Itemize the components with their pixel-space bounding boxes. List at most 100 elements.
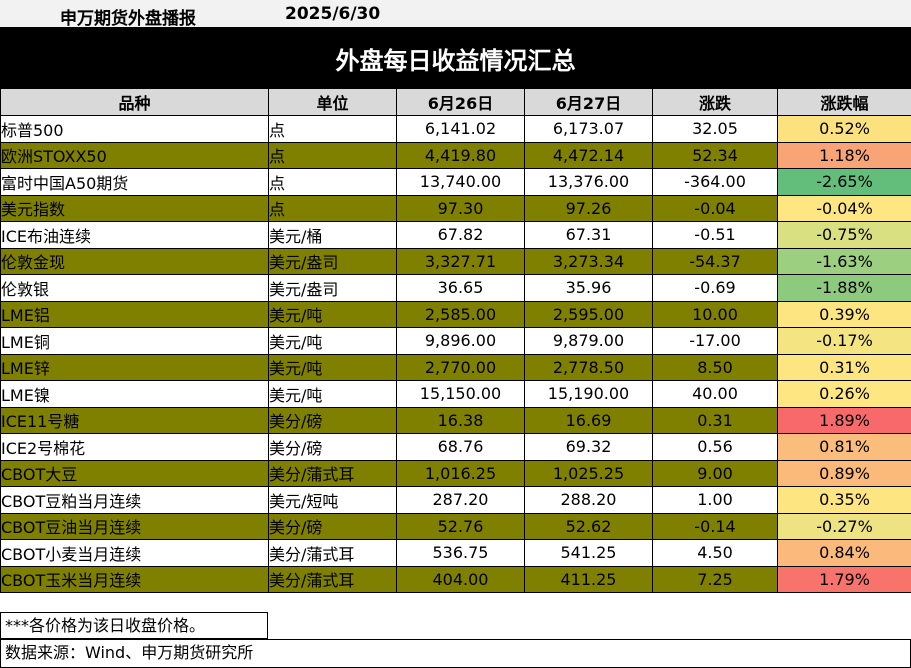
cell-name: CBOT大豆 <box>0 459 269 487</box>
cell-change-pct: -0.75% <box>777 221 911 249</box>
table-row: CBOT豆粕当月连续 美元/短吨 287.20 288.20 1.00 0.35% <box>0 486 911 514</box>
cell-day2: 13,376.00 <box>524 168 653 196</box>
cell-day1: 287.20 <box>396 486 525 514</box>
cell-change: 32.05 <box>652 115 778 143</box>
cell-unit: 美元/桶 <box>268 221 397 249</box>
table-row: CBOT豆油当月连续 美分/磅 52.76 52.62 -0.14 -0.27% <box>0 512 911 540</box>
cell-change: 40.00 <box>652 380 778 408</box>
cell-day1: 4,419.80 <box>396 141 525 169</box>
report-date: 2025/6/30 <box>285 4 381 24</box>
table-row: 标普500 点 6,141.02 6,173.07 32.05 0.52% <box>0 115 911 143</box>
cell-change-pct: 1.18% <box>777 141 911 169</box>
cell-day2: 15,190.00 <box>524 380 653 408</box>
table-header-row: 品种 单位 6月26日 6月27日 涨跌 涨跌幅 <box>0 88 911 116</box>
cell-day1: 52.76 <box>396 512 525 540</box>
cell-change-pct: 0.39% <box>777 300 911 328</box>
table-row: LME锌 美元/吨 2,770.00 2,778.50 8.50 0.31% <box>0 353 911 381</box>
cell-change-pct: 0.52% <box>777 115 911 143</box>
cell-day2: 9,879.00 <box>524 327 653 355</box>
cell-change-pct: 0.26% <box>777 380 911 408</box>
cell-unit: 美元/吨 <box>268 327 397 355</box>
data-source: 数据来源：Wind、申万期货研究所 <box>0 639 911 668</box>
cell-unit: 美分/磅 <box>268 433 397 461</box>
cell-change: 0.56 <box>652 433 778 461</box>
cell-day1: 2,585.00 <box>396 300 525 328</box>
cell-name: LME锌 <box>0 353 269 381</box>
table-row: 伦敦金现 美元/盎司 3,327.71 3,273.34 -54.37 -1.63% <box>0 247 911 275</box>
cell-unit: 美分/蒲式耳 <box>268 539 397 567</box>
cell-change-pct: 0.84% <box>777 539 911 567</box>
cell-day1: 1,016.25 <box>396 459 525 487</box>
cell-day2: 288.20 <box>524 486 653 514</box>
cell-day2: 67.31 <box>524 221 653 249</box>
table-row: CBOT玉米当月连续 美分/蒲式耳 404.00 411.25 7.25 1.79% <box>0 565 911 593</box>
cell-day2: 6,173.07 <box>524 115 653 143</box>
cell-day2: 2,595.00 <box>524 300 653 328</box>
cell-day1: 67.82 <box>396 221 525 249</box>
cell-name: 欧洲STOXX50 <box>0 141 269 169</box>
cell-day2: 3,273.34 <box>524 247 653 275</box>
cell-change: -17.00 <box>652 327 778 355</box>
cell-change: -54.37 <box>652 247 778 275</box>
cell-change: -0.69 <box>652 274 778 302</box>
table-row: LME镍 美元/吨 15,150.00 15,190.00 40.00 0.26% <box>0 380 911 408</box>
cell-day2: 97.26 <box>524 194 653 222</box>
cell-unit: 美元/盎司 <box>268 247 397 275</box>
cell-change-pct: 0.89% <box>777 459 911 487</box>
table-row: 美元指数点 97.30 97.26 -0.04 -0.04% <box>0 194 911 222</box>
cell-name: LME镍 <box>0 380 269 408</box>
cell-unit: 美元/吨 <box>268 353 397 381</box>
cell-unit: 美元/短吨 <box>268 486 397 514</box>
report-header: 申万期货外盘播报 2025/6/30 <box>0 0 911 29</box>
cell-name: 伦敦金现 <box>0 247 269 275</box>
cell-name: CBOT小麦当月连续 <box>0 539 269 567</box>
cell-change-pct: -1.88% <box>777 274 911 302</box>
footnote: ***各价格为该日收盘价格。 <box>0 612 268 639</box>
cell-day1: 3,327.71 <box>396 247 525 275</box>
banner-title: 外盘每日收益情况汇总 <box>335 46 576 75</box>
cell-day1: 9,896.00 <box>396 327 525 355</box>
cell-day1: 6,141.02 <box>396 115 525 143</box>
cell-change-pct: -1.63% <box>777 247 911 275</box>
table-body: 标普500 点 6,141.02 6,173.07 32.05 0.52% 欧洲STOXX5… <box>0 115 911 593</box>
cell-change: -0.04 <box>652 194 778 222</box>
col-header-day2: 6月27日 <box>524 88 653 116</box>
cell-change-pct: -0.04% <box>777 194 911 222</box>
cell-day2: 1,025.25 <box>524 459 653 487</box>
table-row: 欧洲STOXX50 点 4,419.80 4,472.14 52.34 1.18% <box>0 141 911 169</box>
cell-name: LME铜 <box>0 327 269 355</box>
cell-name: CBOT玉米当月连续 <box>0 565 269 593</box>
cell-change: 8.50 <box>652 353 778 381</box>
cell-unit: 美分/蒲式耳 <box>268 565 397 593</box>
table-row: ICE11号糖 美分/磅 16.38 16.69 0.31 1.89% <box>0 406 911 434</box>
cell-unit: 美元/盎司 <box>268 274 397 302</box>
cell-name: ICE11号糖 <box>0 406 269 434</box>
cell-change-pct: 0.81% <box>777 433 911 461</box>
cell-unit: 美元/吨 <box>268 300 397 328</box>
cell-change-pct: -0.27% <box>777 512 911 540</box>
cell-day1: 16.38 <box>396 406 525 434</box>
cell-change-pct: 0.35% <box>777 486 911 514</box>
cell-day1: 536.75 <box>396 539 525 567</box>
cell-day2: 16.69 <box>524 406 653 434</box>
col-header-day1: 6月26日 <box>396 88 525 116</box>
cell-change: 9.00 <box>652 459 778 487</box>
cell-day1: 13,740.00 <box>396 168 525 196</box>
cell-change: -364.00 <box>652 168 778 196</box>
cell-change: 52.34 <box>652 141 778 169</box>
cell-change-pct: -2.65% <box>777 168 911 196</box>
cell-day2: 35.96 <box>524 274 653 302</box>
table-row: 伦敦银 美元/盎司 36.65 35.96 -0.69 -1.88% <box>0 274 911 302</box>
cell-name: CBOT豆粕当月连续 <box>0 486 269 514</box>
cell-change: 4.50 <box>652 539 778 567</box>
cell-name: 富时中国A50期货 <box>0 168 269 196</box>
cell-day2: 4,472.14 <box>524 141 653 169</box>
cell-change: 0.31 <box>652 406 778 434</box>
cell-name: 伦敦银 <box>0 274 269 302</box>
table-row: CBOT小麦当月连续 美分/蒲式耳 536.75 541.25 4.50 0.84% <box>0 539 911 567</box>
cell-unit: 点 <box>268 115 397 143</box>
cell-day1: 404.00 <box>396 565 525 593</box>
cell-change-pct: 1.89% <box>777 406 911 434</box>
cell-change: 1.00 <box>652 486 778 514</box>
